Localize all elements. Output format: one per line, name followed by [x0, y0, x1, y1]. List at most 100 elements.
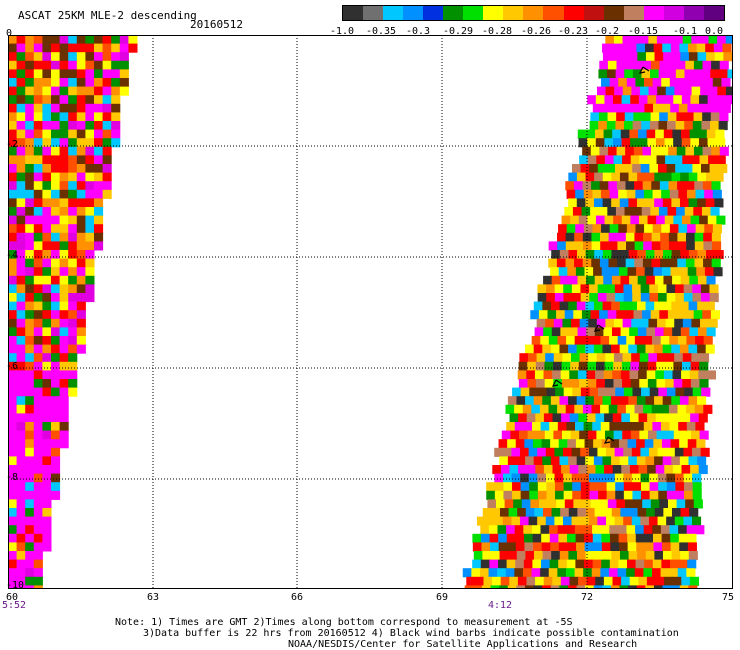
swath-cell [520, 482, 530, 492]
swath-cell [68, 336, 78, 346]
swath-cell [33, 95, 43, 105]
swath-cell [710, 207, 720, 217]
swath-cell [723, 52, 733, 62]
swath-cell [638, 138, 648, 148]
swath-cell [16, 86, 26, 96]
swath-cell [76, 198, 86, 208]
swath-cell [607, 69, 617, 79]
swath-cell [578, 138, 588, 148]
swath-cell [711, 181, 721, 191]
swath-cell [33, 559, 43, 569]
swath-cell [649, 447, 659, 457]
swath-cell [76, 121, 86, 131]
swath-cell [641, 121, 651, 131]
swath-cell [59, 121, 69, 131]
swath-cell [618, 559, 628, 569]
swath-cell [635, 559, 645, 569]
swath-cell [16, 413, 26, 423]
swath-cell [638, 413, 648, 423]
swath-cell [688, 396, 698, 406]
swath-cell [616, 181, 626, 191]
swath-cell [25, 327, 35, 337]
swath-cell [684, 112, 695, 122]
swath-cell [677, 404, 687, 414]
swath-cell [671, 456, 681, 466]
swath-cell [629, 275, 639, 285]
swath-cell [620, 275, 630, 285]
swath-cell [677, 568, 687, 578]
swath-cell [42, 112, 52, 122]
swath-cell [8, 35, 18, 45]
swath-cell [578, 215, 588, 225]
swath-cell [516, 585, 526, 589]
swath-cell [59, 344, 69, 354]
swath-cell [612, 413, 622, 423]
swath-cell [507, 396, 517, 406]
swath-cell [25, 172, 35, 182]
swath-cell [696, 43, 706, 53]
swath-cell [604, 413, 614, 423]
colorbar-swatch [423, 6, 444, 20]
swath-cell [25, 138, 35, 148]
swath-cell [16, 60, 26, 70]
note-line-1: Note: 1) Times are GMT 2)Times along bot… [115, 617, 573, 628]
swath-cell [665, 318, 675, 328]
swath-cell [598, 387, 608, 397]
swath-cell [718, 164, 728, 174]
swath-cell [654, 275, 664, 285]
swath-cell [676, 146, 686, 156]
swath-cell [601, 78, 611, 88]
swath-cell [16, 52, 26, 62]
swath-cell [699, 35, 710, 45]
swath-cell [598, 207, 608, 217]
swath-cell [643, 232, 653, 242]
swath-cell [511, 473, 521, 483]
swath-cell [567, 439, 577, 449]
swath-cell [527, 430, 537, 440]
swath-cell [8, 164, 18, 174]
swath-cell [622, 379, 632, 389]
swath-cell [496, 499, 506, 509]
swath-cell [610, 103, 620, 113]
swath-cell [673, 361, 683, 371]
swath-cell [593, 456, 603, 466]
swath-cell [696, 103, 706, 113]
swath-cell [8, 86, 18, 96]
swath-cell [16, 250, 26, 260]
swath-cell [607, 499, 617, 509]
swath-cell [664, 465, 674, 475]
swath-cell [563, 490, 573, 500]
swath-cell [689, 508, 699, 518]
swath-cell [596, 155, 606, 165]
swath-cell [661, 224, 671, 234]
swath-cell [569, 370, 579, 380]
swath-cell [667, 69, 677, 79]
swath-cell [576, 198, 586, 208]
swath-cell [637, 52, 647, 62]
swath-cell [102, 181, 112, 191]
swath-cell [525, 344, 535, 354]
swath-cell [102, 112, 112, 122]
swath-cell [595, 576, 605, 586]
swath-cell [630, 379, 640, 389]
swath-cell [691, 318, 701, 328]
swath-cell [645, 172, 655, 182]
swath-cell [533, 585, 543, 589]
swath-cell [561, 361, 571, 371]
swath-cell [689, 275, 699, 285]
swath-cell [664, 361, 674, 371]
swath-cell [656, 361, 666, 371]
swath-cell [670, 267, 680, 277]
swath-cell [25, 215, 35, 225]
swath-cell [68, 224, 78, 234]
swath-cell [551, 551, 561, 561]
swath-cell [76, 52, 86, 62]
swath-cell [596, 86, 607, 96]
swath-cell [590, 207, 600, 217]
swath-cell [667, 121, 677, 131]
swath-cell [680, 250, 690, 260]
swath-cell [506, 525, 516, 535]
swath-cell [76, 258, 86, 268]
swath-cell [33, 447, 43, 457]
swath-cell [574, 525, 584, 535]
